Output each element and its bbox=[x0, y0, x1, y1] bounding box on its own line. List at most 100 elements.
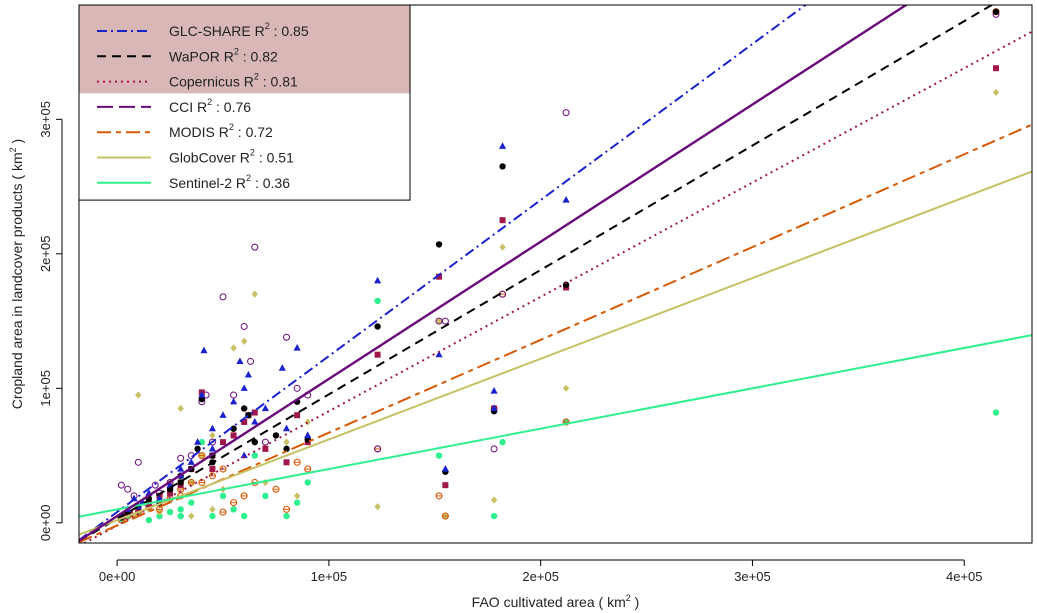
data-point bbox=[304, 418, 311, 426]
data-point bbox=[247, 357, 255, 365]
legend-entry-globcover: GlobCover R2 : 0.51 bbox=[97, 148, 294, 166]
data-point bbox=[230, 425, 237, 432]
data-point bbox=[283, 459, 290, 466]
data-point bbox=[240, 337, 248, 345]
data-point bbox=[166, 508, 174, 516]
data-point bbox=[151, 481, 159, 489]
data-point bbox=[374, 503, 381, 511]
data-point bbox=[498, 142, 507, 149]
data-point bbox=[209, 431, 216, 439]
data-point bbox=[490, 512, 498, 520]
data-point bbox=[229, 397, 238, 405]
legend-label: GLC-SHARE R2 : 0.85 bbox=[169, 21, 309, 39]
data-point bbox=[177, 465, 185, 472]
data-point bbox=[188, 512, 195, 520]
data-point bbox=[436, 273, 443, 280]
data-point bbox=[374, 323, 381, 330]
data-point bbox=[282, 424, 291, 432]
data-point bbox=[251, 452, 258, 459]
data-point bbox=[490, 404, 498, 412]
y-tick-label: 1e+05 bbox=[38, 370, 53, 407]
data-point bbox=[992, 409, 1000, 416]
data-point bbox=[262, 492, 269, 500]
data-point bbox=[261, 438, 269, 446]
data-point bbox=[374, 351, 381, 358]
data-point bbox=[230, 499, 238, 507]
data-point bbox=[499, 438, 506, 446]
data-point bbox=[251, 438, 258, 446]
data-point bbox=[441, 512, 449, 520]
data-point bbox=[490, 387, 498, 394]
legend-label: Sentinel-2 R2 : 0.36 bbox=[169, 173, 290, 191]
data-point bbox=[219, 411, 227, 418]
data-point bbox=[374, 276, 382, 284]
data-point bbox=[441, 465, 449, 472]
data-point bbox=[198, 391, 206, 398]
data-point bbox=[194, 445, 201, 453]
data-point bbox=[490, 445, 498, 453]
data-point bbox=[293, 499, 301, 506]
data-point bbox=[244, 370, 253, 378]
data-point bbox=[177, 404, 184, 413]
legend-highlight bbox=[79, 5, 410, 94]
data-point bbox=[293, 384, 301, 392]
data-point bbox=[304, 431, 312, 438]
data-point bbox=[435, 452, 443, 459]
data-point bbox=[209, 505, 216, 513]
regression-line-wapor bbox=[79, 5, 994, 543]
axes: 0e+00 1e+05 2e+05 3e+05 4e+05 0e+00 1e+05 2e+05… bbox=[8, 4, 1033, 610]
data-point bbox=[293, 458, 301, 466]
legend-label: GlobCover R2 : 0.51 bbox=[169, 148, 294, 166]
data-point bbox=[236, 357, 244, 365]
data-point bbox=[283, 438, 290, 446]
data-point bbox=[282, 505, 291, 513]
data-point bbox=[374, 297, 381, 305]
legend-entry-modis: MODIS R2 : 0.72 bbox=[97, 122, 273, 140]
data-point bbox=[193, 438, 202, 445]
regression-line-sentinel-2 bbox=[79, 334, 1032, 518]
legend: GLC-SHARE R2 : 0.85 WaPOR R2 : 0.82 Copern… bbox=[78, 4, 411, 201]
plot-frame bbox=[78, 4, 1033, 544]
regression-line-copernicus bbox=[82, 30, 1032, 543]
data-point bbox=[209, 466, 216, 473]
data-point bbox=[251, 290, 258, 298]
data-point bbox=[167, 490, 174, 497]
data-point bbox=[251, 417, 259, 425]
data-point bbox=[240, 512, 248, 520]
data-point bbox=[278, 364, 286, 371]
data-point bbox=[992, 65, 999, 72]
y-tick-label: 3e+05 bbox=[38, 101, 53, 138]
data-point bbox=[200, 346, 208, 354]
legend-entry-sentinel-2: Sentinel-2 R2 : 0.36 bbox=[97, 173, 290, 191]
data-point bbox=[283, 512, 290, 520]
data-point bbox=[562, 109, 570, 117]
data-point bbox=[435, 350, 443, 358]
data-point bbox=[188, 499, 195, 506]
data-point bbox=[240, 451, 248, 459]
data-point bbox=[499, 163, 506, 170]
legend-entry-copernicus: Copernicus R2 : 0.81 bbox=[97, 72, 298, 90]
data-point bbox=[562, 196, 570, 203]
data-point bbox=[293, 343, 301, 351]
data-point bbox=[117, 481, 125, 489]
data-point bbox=[374, 445, 382, 453]
data-point bbox=[177, 454, 185, 462]
data-point bbox=[134, 458, 142, 466]
legend-label: WaPOR R2 : 0.82 bbox=[169, 46, 278, 64]
data-point bbox=[490, 496, 498, 504]
data-point bbox=[135, 391, 142, 399]
legend-label: MODIS R2 : 0.72 bbox=[169, 122, 273, 140]
data-point bbox=[219, 492, 227, 500]
plot-area bbox=[79, 5, 1032, 543]
y-tick-label: 0e+00 bbox=[38, 505, 53, 542]
data-point bbox=[220, 439, 227, 446]
legend-entry-wapor: WaPOR R2 : 0.82 bbox=[97, 46, 278, 64]
data-point bbox=[230, 506, 237, 513]
series-points-sentinel-2 bbox=[118, 297, 1000, 524]
regression-line-solid-purple bbox=[79, 5, 909, 542]
data-point bbox=[177, 479, 184, 486]
data-point bbox=[293, 492, 301, 500]
data-point bbox=[130, 494, 138, 502]
data-point bbox=[240, 492, 248, 500]
